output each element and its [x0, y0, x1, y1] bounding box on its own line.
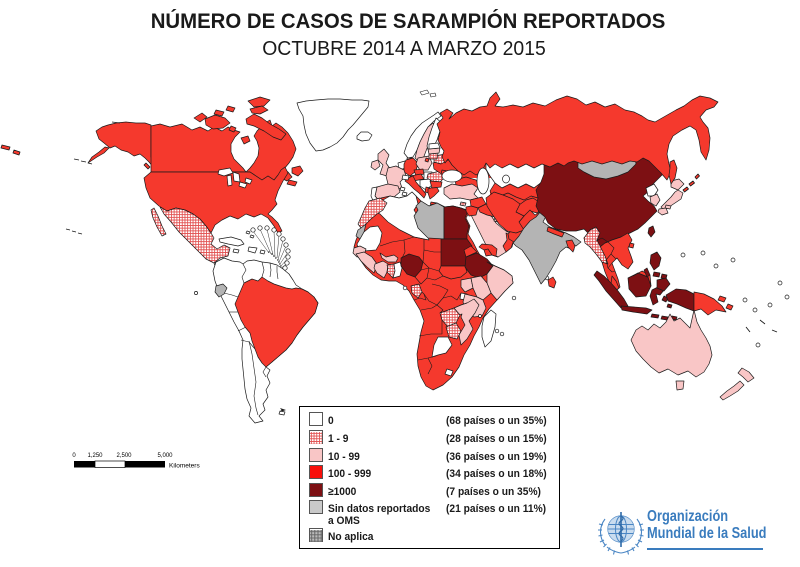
svg-text:0: 0 [72, 453, 76, 459]
svg-text:1,250: 1,250 [87, 453, 103, 459]
svg-text:Kilometers: Kilometers [169, 463, 200, 470]
svg-text:2,500: 2,500 [116, 453, 132, 459]
svg-text:5,000: 5,000 [157, 453, 173, 459]
